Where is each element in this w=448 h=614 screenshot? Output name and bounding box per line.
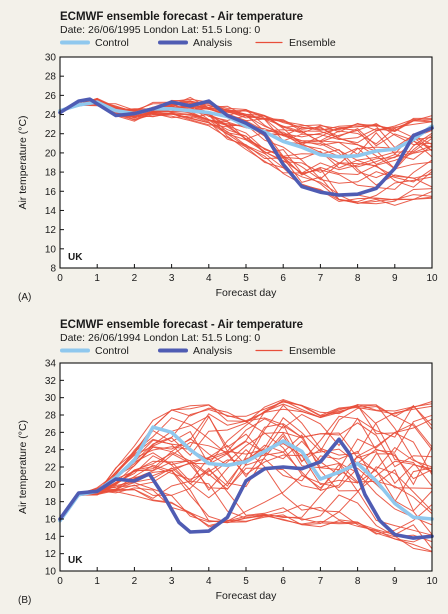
ensemble-member-7 xyxy=(59,435,433,521)
x-tick-label: 3 xyxy=(169,576,175,587)
y-tick-label: 20 xyxy=(45,148,57,159)
legend-label-analysis: Analysis xyxy=(193,345,232,357)
y-tick-label: 26 xyxy=(45,91,57,102)
y-tick-label: 24 xyxy=(45,445,57,456)
panel-label: (B) xyxy=(18,595,31,606)
y-tick-label: 30 xyxy=(45,393,57,404)
ensemble-member-2 xyxy=(59,467,433,527)
y-tick-label: 12 xyxy=(45,225,57,236)
y-axis: 8 10 12 14 16 18 20 22 24 26 28 30 xyxy=(45,53,64,275)
y-tick-label: 18 xyxy=(45,168,57,179)
x-tick-label: 10 xyxy=(426,273,438,284)
x-axis-label: Forecast day xyxy=(216,590,277,602)
y-tick-label: 24 xyxy=(45,110,57,121)
plot-area xyxy=(60,57,432,268)
y-tick-label: 28 xyxy=(45,411,57,422)
x-axis: 0 1 2 3 4 5 6 7 8 9 10 xyxy=(57,567,438,587)
y-axis: 10 12 14 16 18 20 22 24 26 28 30 32 34 xyxy=(45,359,64,578)
legend-label-analysis: Analysis xyxy=(193,37,232,49)
y-tick-label: 22 xyxy=(45,129,57,140)
ensemble-member-5 xyxy=(59,480,433,550)
legend: Control Analysis Ensemble xyxy=(60,345,336,357)
x-tick-label: 3 xyxy=(169,273,175,284)
legend-label-ensemble: Ensemble xyxy=(289,345,336,357)
x-tick-label: 7 xyxy=(318,576,324,587)
legend-label-control: Control xyxy=(95,345,129,357)
ensemble-member-30 xyxy=(59,429,433,521)
x-tick-label: 4 xyxy=(206,576,212,587)
x-tick-label: 6 xyxy=(280,576,286,587)
y-axis-label: Air temperature (°C) xyxy=(17,115,29,209)
y-tick-label: 32 xyxy=(45,376,57,387)
y-tick-label: 26 xyxy=(45,428,57,439)
chart-title: ECMWF ensemble forecast - Air temperatur… xyxy=(60,319,303,331)
panel-label: (A) xyxy=(18,292,31,303)
x-tick-label: 8 xyxy=(355,273,361,284)
x-tick-label: 9 xyxy=(392,576,398,587)
ensemble-member-11 xyxy=(59,423,433,522)
y-tick-label: 12 xyxy=(45,549,57,560)
chart-subtitle: Date: 26/06/1995 London Lat: 51.5 Long: … xyxy=(60,24,260,36)
x-axis: 0 1 2 3 4 5 6 7 8 9 10 xyxy=(57,264,438,284)
x-tick-label: 0 xyxy=(57,273,63,284)
chart-panel-2: ECMWF ensemble forecast - Air temperatur… xyxy=(17,319,438,606)
series-analysis-line xyxy=(58,437,434,540)
x-axis-label: Forecast day xyxy=(216,287,277,299)
series-control-line xyxy=(58,425,434,523)
chart-title: ECMWF ensemble forecast - Air temperatur… xyxy=(60,11,303,23)
series-control-line xyxy=(58,100,434,159)
y-tick-label: 16 xyxy=(45,515,57,526)
y-tick-label: 14 xyxy=(45,206,57,217)
y-tick-label: 22 xyxy=(45,463,57,474)
region-label: UK xyxy=(68,555,83,566)
series-analysis-line xyxy=(58,97,434,197)
x-tick-label: 5 xyxy=(243,273,249,284)
legend-label-ensemble: Ensemble xyxy=(289,37,336,49)
x-tick-label: 0 xyxy=(57,576,63,587)
y-tick-label: 14 xyxy=(45,532,57,543)
ensemble-member-14 xyxy=(59,413,433,521)
x-tick-label: 10 xyxy=(426,576,438,587)
y-tick-label: 10 xyxy=(45,567,57,578)
legend: Control Analysis Ensemble xyxy=(60,37,336,49)
y-axis-label: Air temperature (°C) xyxy=(17,420,29,514)
x-tick-label: 2 xyxy=(132,576,138,587)
x-tick-label: 2 xyxy=(132,273,138,284)
x-tick-label: 5 xyxy=(243,576,249,587)
ensemble-member-32 xyxy=(59,98,433,158)
x-tick-label: 6 xyxy=(280,273,286,284)
y-tick-label: 10 xyxy=(45,244,57,255)
y-tick-label: 34 xyxy=(45,359,57,370)
x-tick-label: 9 xyxy=(392,273,398,284)
chart-panel-1: ECMWF ensemble forecast - Air temperatur… xyxy=(17,11,438,303)
y-tick-label: 16 xyxy=(45,187,57,198)
x-tick-label: 7 xyxy=(318,273,324,284)
ensemble-member-1 xyxy=(59,461,433,535)
ensemble-member-32 xyxy=(59,401,433,521)
x-tick-label: 4 xyxy=(206,273,212,284)
x-tick-label: 1 xyxy=(94,273,100,284)
y-tick-label: 28 xyxy=(45,72,57,83)
x-tick-label: 1 xyxy=(94,576,100,587)
y-tick-label: 18 xyxy=(45,497,57,508)
region-label: UK xyxy=(68,252,83,263)
ensemble-member-31 xyxy=(59,400,433,522)
x-tick-label: 8 xyxy=(355,576,361,587)
legend-label-control: Control xyxy=(95,37,129,49)
y-tick-label: 20 xyxy=(45,480,57,491)
y-tick-label: 8 xyxy=(50,264,56,275)
y-tick-label: 30 xyxy=(45,53,57,64)
chart-subtitle: Date: 26/06/1994 London Lat: 51.5 Long: … xyxy=(60,332,260,344)
